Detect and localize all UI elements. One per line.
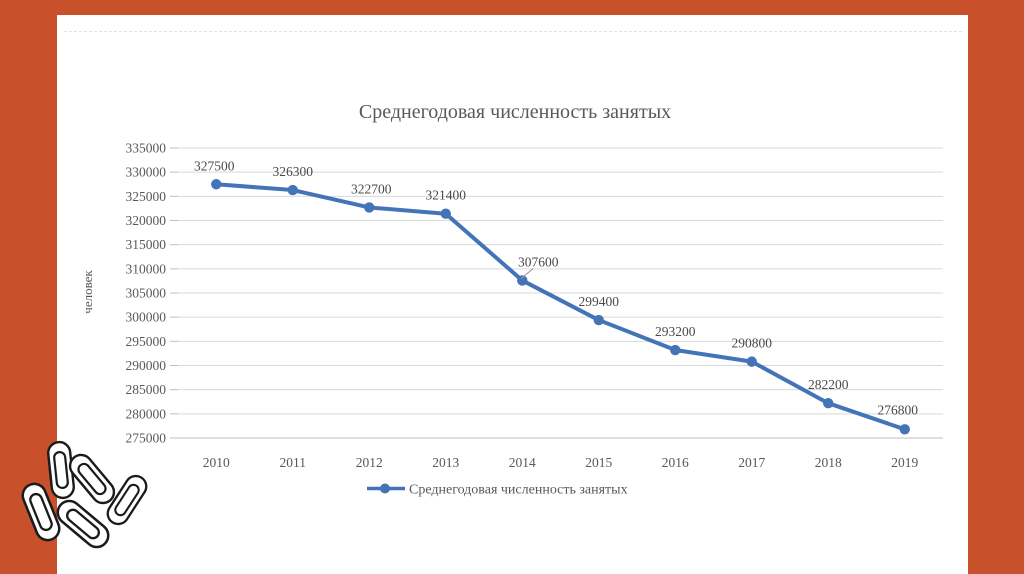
data-point [364, 202, 375, 213]
chart-title: Среднегодовая численность занятых [359, 101, 671, 123]
data-label: 321400 [426, 188, 467, 203]
y-tick-label: 315000 [126, 237, 167, 252]
legend: Среднегодовая численность занятых [367, 483, 628, 498]
data-point [823, 398, 834, 409]
x-tick-label: 2019 [891, 455, 918, 470]
y-tick-label: 325000 [126, 189, 167, 204]
frame-left-bar [0, 0, 57, 574]
y-tick-label: 285000 [126, 382, 167, 397]
data-point [211, 179, 222, 190]
data-point [899, 424, 910, 435]
data-series [211, 179, 910, 435]
gridlines [178, 147, 943, 439]
y-tick-label: 330000 [126, 165, 167, 180]
data-label: 282200 [808, 377, 849, 392]
data-labels: 327500 326300 322700 321400 307600 299400 2932… [194, 158, 918, 417]
x-tick-label: 2010 [203, 455, 230, 470]
x-tick-label: 2015 [585, 455, 612, 470]
x-tick-label: 2014 [509, 455, 536, 470]
x-axis-ticks: 2010 2011 2012 2013 2014 2015 2016 2017 2018 2019 [203, 455, 919, 470]
data-label: 327500 [194, 158, 235, 173]
data-label: 326300 [273, 164, 314, 179]
y-tick-label: 280000 [126, 406, 167, 421]
legend-label: Среднегодовая численность занятых [409, 483, 628, 498]
data-label: 290800 [732, 336, 773, 351]
data-label: 293200 [655, 324, 696, 339]
data-label: 276800 [878, 402, 919, 417]
y-tick-label: 300000 [126, 310, 167, 325]
data-label: 307600 [518, 254, 559, 269]
y-tick-label: 305000 [126, 286, 167, 301]
y-tick-label: 335000 [126, 141, 167, 156]
chart-top-border [64, 31, 962, 32]
x-tick-label: 2017 [738, 455, 765, 470]
x-tick-label: 2012 [356, 455, 383, 470]
x-tick-label: 2013 [432, 455, 459, 470]
y-axis-label: человек [80, 270, 95, 314]
x-tick-label: 2016 [662, 455, 689, 470]
x-tick-label: 2018 [815, 455, 842, 470]
y-tick-label: 295000 [126, 334, 167, 349]
data-point [746, 356, 757, 367]
x-tick-label: 2011 [280, 455, 307, 470]
data-label: 322700 [351, 181, 392, 196]
frame-top-bar [0, 0, 1024, 15]
data-point [440, 208, 451, 219]
y-tick-label: 320000 [126, 213, 167, 228]
y-tick-label: 275000 [126, 431, 167, 446]
data-label-leader [520, 268, 534, 279]
data-point [593, 314, 604, 326]
legend-dot-marker [380, 483, 390, 494]
frame-right-bar [968, 0, 1024, 574]
paperclip-icon [51, 494, 115, 554]
data-point [670, 344, 681, 356]
y-tick-label: 290000 [126, 358, 167, 373]
data-point [517, 275, 528, 286]
data-label: 299400 [579, 294, 620, 309]
y-axis-ticks: 335000 330000 325000 320000 315000 310000 3050… [126, 141, 178, 446]
series-line [214, 182, 907, 432]
y-tick-label: 310000 [126, 261, 167, 276]
paperclips-graphic [18, 439, 152, 554]
data-point [287, 184, 298, 196]
